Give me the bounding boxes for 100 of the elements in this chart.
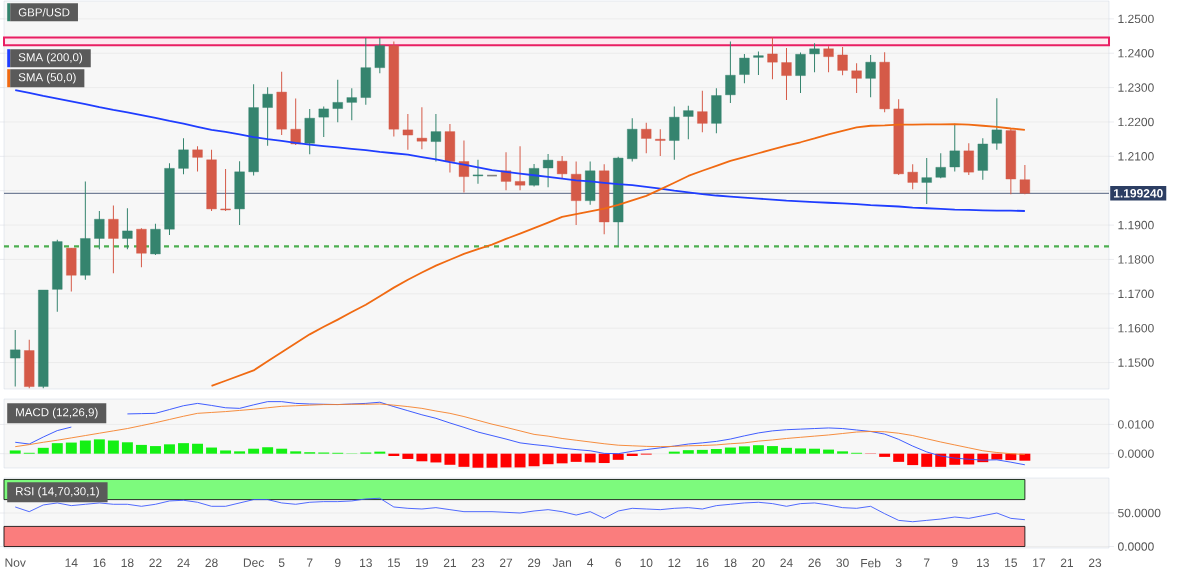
x-tick-label: Dec	[243, 558, 264, 567]
candlestick	[108, 204, 119, 274]
bar	[430, 453, 442, 463]
bar	[402, 453, 414, 459]
bar	[1005, 453, 1017, 461]
x-tick-label: 3	[895, 558, 902, 568]
candlestick	[192, 145, 203, 172]
x-tick-label: 27	[499, 558, 513, 567]
bar	[710, 449, 722, 454]
bar	[93, 439, 105, 454]
bar	[823, 449, 835, 454]
x-tick-label: 29	[527, 558, 541, 568]
candlestick	[781, 47, 792, 101]
candlestick	[697, 90, 708, 133]
x-tick-label: Jan	[552, 558, 572, 567]
text: RSI (14,70,30,1)	[16, 486, 99, 498]
y-tick-label: 1.2500	[1118, 14, 1154, 24]
bar	[149, 446, 161, 454]
x-tick-label: 6	[615, 558, 622, 568]
x-tick-label: 30	[836, 558, 849, 568]
bar	[514, 453, 526, 468]
candlestick	[430, 113, 442, 162]
candlestick	[935, 152, 946, 179]
candlestick	[220, 168, 231, 212]
y-tick-label: 0.0000	[1118, 542, 1154, 551]
bar	[556, 453, 568, 464]
candlestick	[10, 329, 21, 388]
candlestick	[655, 128, 666, 157]
legend-label: GBP/USD	[18, 7, 70, 17]
x-tick-label: Feb	[861, 558, 881, 568]
candlestick	[865, 54, 876, 98]
x-tick-label: 9	[334, 558, 341, 568]
bar	[79, 440, 91, 454]
candlestick	[416, 106, 427, 150]
bar	[682, 450, 694, 454]
x-tick-label: 21	[1060, 558, 1074, 567]
x-tick-label: 14	[65, 558, 78, 567]
bar	[696, 449, 708, 454]
x-tick-label: 15	[388, 558, 400, 567]
candlestick	[641, 122, 652, 154]
bar	[907, 453, 919, 466]
bar	[809, 448, 820, 454]
candlestick	[402, 113, 413, 151]
y-tick-label: 1.2300	[1118, 83, 1154, 92]
y-tick-label: 1.1900	[1118, 220, 1154, 230]
bar	[879, 453, 891, 457]
bar	[9, 450, 21, 454]
y-tick-label: 0.0000	[1118, 449, 1154, 458]
bar	[276, 448, 288, 454]
bar	[893, 453, 905, 462]
candlestick	[907, 163, 918, 190]
bar	[921, 453, 933, 467]
candlestick	[542, 153, 554, 188]
candlestick	[1019, 164, 1030, 195]
x-tick-label: 19	[416, 558, 428, 568]
candlestick	[458, 140, 470, 193]
candlestick	[683, 105, 694, 140]
x-tick-label: 13	[977, 558, 989, 568]
x-tick-label: 15	[1005, 558, 1018, 567]
bar	[192, 443, 203, 454]
candlestick	[122, 207, 133, 250]
y-tick-label: 1.2200	[1118, 117, 1154, 127]
candlestick	[963, 142, 974, 176]
candlestick	[557, 155, 568, 179]
legend-label: SMA (200,0)	[18, 52, 83, 64]
bar	[37, 447, 49, 454]
bar	[262, 447, 274, 454]
bar	[458, 453, 470, 467]
x-tick-label: 16	[696, 558, 709, 568]
candlestick	[921, 157, 932, 205]
x-tick-label: 23	[1088, 558, 1102, 568]
bar	[178, 443, 189, 454]
candlestick	[669, 106, 680, 161]
bar	[781, 447, 792, 454]
ref-line-label: 1.199240	[1113, 189, 1163, 198]
bar	[528, 453, 540, 467]
candlestick	[374, 37, 385, 74]
candlestick	[851, 62, 862, 94]
bar	[206, 447, 218, 454]
bar	[444, 453, 456, 465]
bar	[416, 453, 428, 462]
x-tick-label: 20	[752, 558, 765, 568]
y-tick-label: 1.1800	[1118, 255, 1154, 264]
bar	[234, 451, 246, 454]
candlestick	[346, 87, 357, 121]
bar	[837, 451, 849, 454]
y-tick-label: 1.1600	[1118, 323, 1154, 333]
x-tick-label: 28	[205, 558, 218, 568]
candlestick	[178, 137, 189, 175]
candlestick	[753, 51, 764, 76]
bar	[472, 453, 484, 468]
x-tick-label: 26	[808, 558, 821, 568]
bar	[164, 444, 175, 454]
candlestick	[949, 123, 960, 172]
text: MACD (12,26,9)	[16, 407, 98, 419]
y-tick-label: 1.2400	[1118, 49, 1154, 58]
bar	[724, 447, 736, 454]
y-tick-label: 1.1700	[1118, 289, 1154, 299]
x-tick-label: 12	[668, 558, 681, 567]
y-tick-label: 1.1500	[1118, 358, 1154, 367]
